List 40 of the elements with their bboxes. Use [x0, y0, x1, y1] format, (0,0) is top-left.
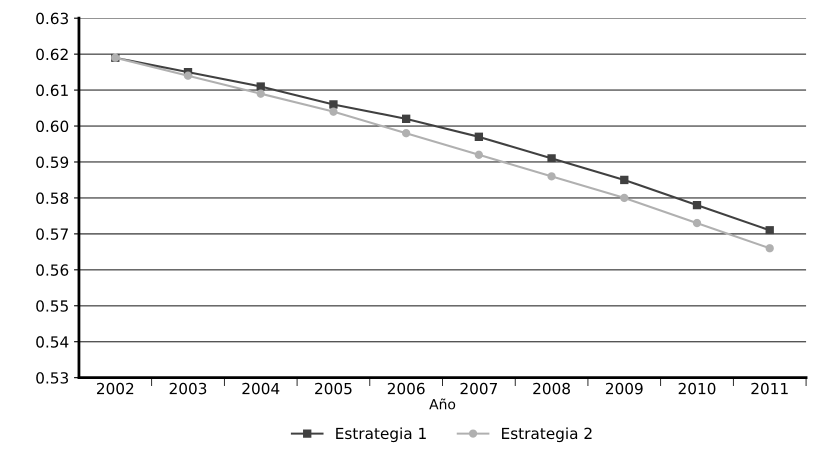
y-tick-label: 0.56 [36, 264, 68, 276]
point [329, 107, 338, 116]
point [402, 129, 410, 138]
y-tick-label: 0.54 [36, 336, 68, 348]
point [766, 226, 774, 234]
x-tick-label: 2006 [388, 382, 425, 394]
legend-label: Estrategia 2 [502, 427, 592, 442]
point [256, 82, 265, 91]
y-tick-label: 0.63 [36, 12, 68, 24]
x-tick-label: 2003 [170, 382, 206, 394]
x-tick-label: 2004 [242, 382, 280, 394]
y-tick-label: 0.53 [36, 372, 68, 384]
y-tick-label: 0.62 [36, 48, 68, 60]
y-tick-label: 0.61 [36, 84, 68, 96]
x-tick-label: 2002 [96, 382, 134, 394]
y-tick-label: 0.60 [36, 120, 68, 132]
point [692, 200, 702, 210]
point [547, 154, 556, 163]
y-tick-label: 0.58 [36, 192, 68, 204]
x-tick-label: 2008 [533, 382, 570, 394]
x-tick-label: 2010 [678, 382, 716, 394]
y-tick-label: 0.59 [36, 156, 68, 168]
point [184, 72, 192, 80]
x-tick-label: 2007 [460, 382, 497, 394]
point [692, 218, 702, 228]
point [620, 176, 628, 184]
x-tick-label: 2005 [315, 382, 352, 394]
point [256, 90, 265, 98]
y-tick-label: 0.57 [36, 228, 68, 240]
y-tick-label: 0.55 [36, 300, 68, 312]
legend-label: Estrategia 1 [336, 427, 426, 442]
point [402, 114, 410, 124]
x-tick-label: 2011 [751, 382, 788, 394]
x-axis-title: Año [429, 398, 456, 410]
point [547, 172, 556, 181]
point [474, 132, 484, 141]
point [620, 194, 628, 202]
x-tick-label: 2009 [606, 382, 643, 394]
point [766, 244, 774, 252]
point [474, 150, 484, 159]
